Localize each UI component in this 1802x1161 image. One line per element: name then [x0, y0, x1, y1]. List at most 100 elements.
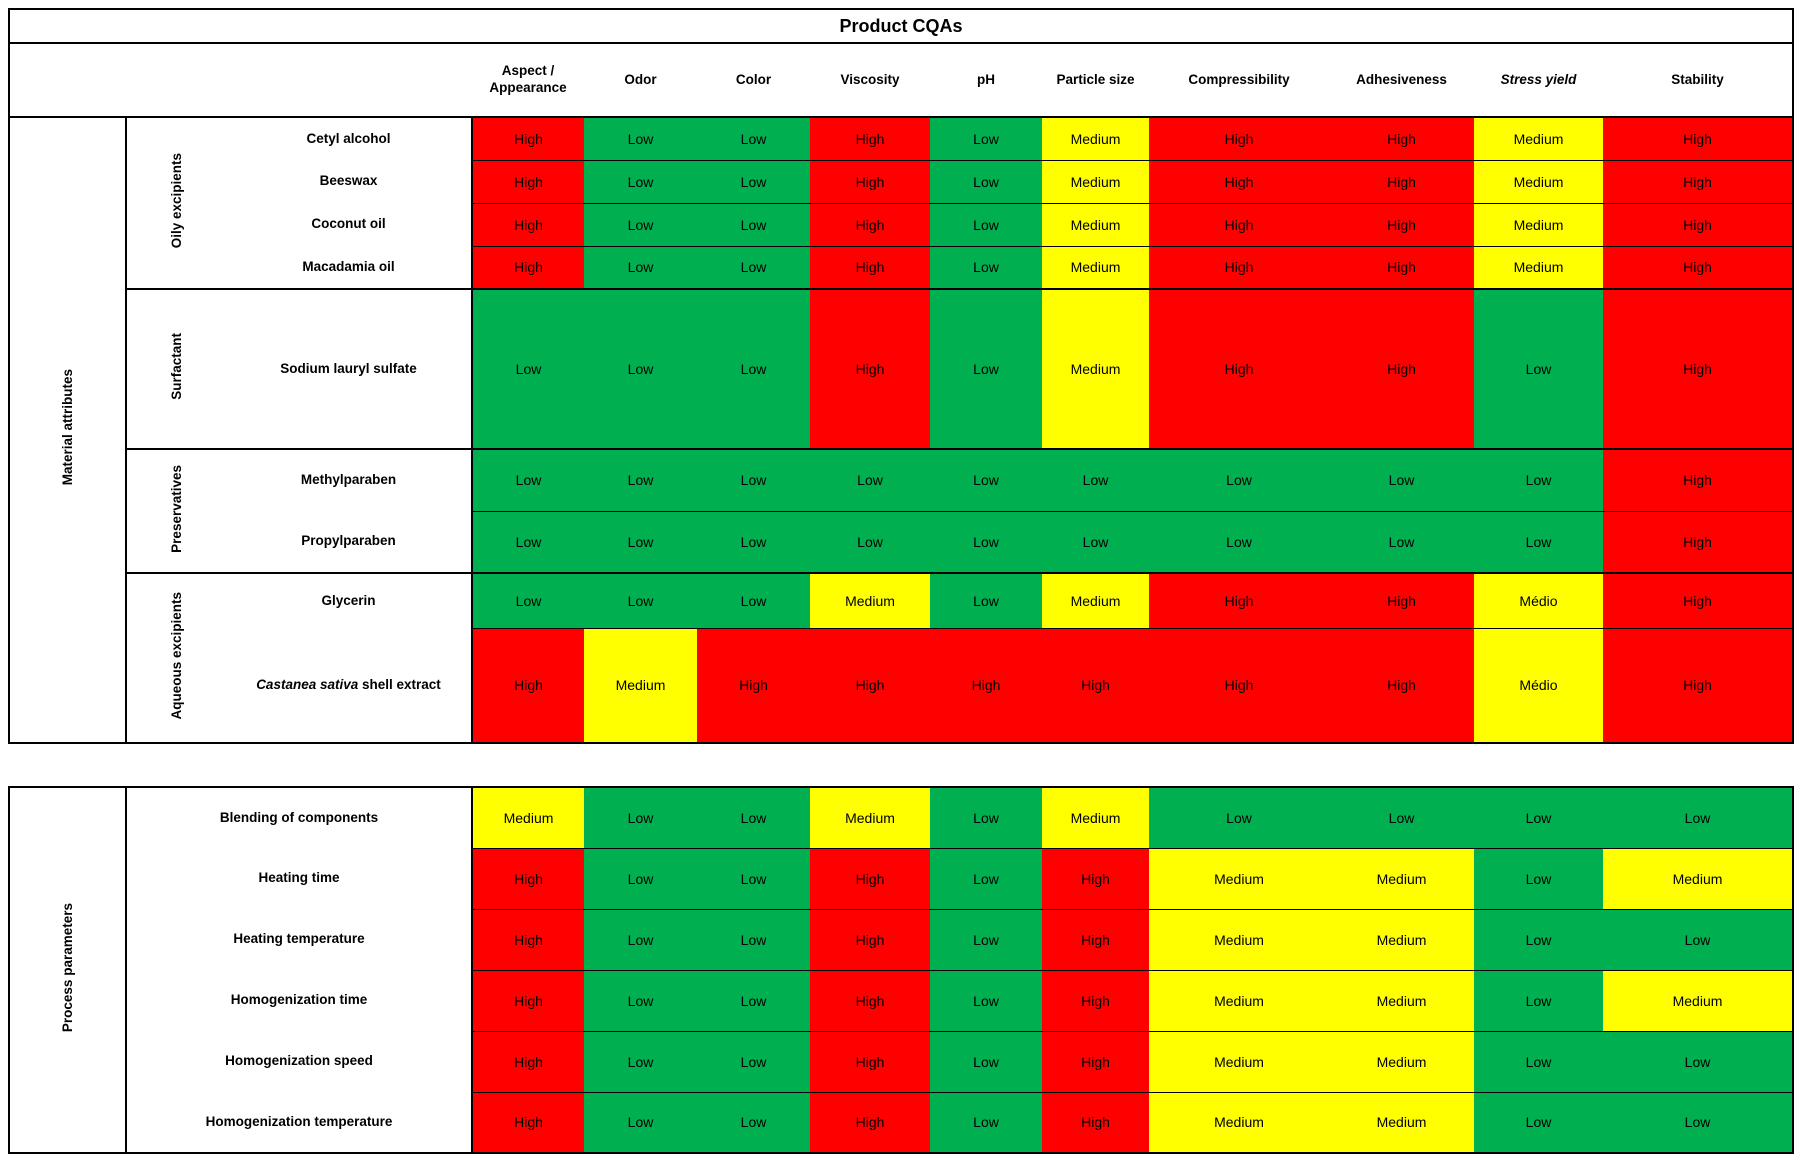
risk-cell: High: [472, 245, 584, 290]
risk-cell: Low: [584, 510, 697, 574]
risk-cell: High: [1329, 245, 1474, 290]
risk-cell: High: [1149, 572, 1329, 629]
column-header: Odor: [584, 43, 697, 118]
risk-cell: Low: [1329, 510, 1474, 574]
risk-cell: Medium: [1042, 116, 1149, 161]
risk-cell: High: [810, 1030, 930, 1093]
risk-cell: High: [472, 969, 584, 1032]
risk-cell: Low: [930, 288, 1042, 450]
risk-cell: High: [810, 969, 930, 1032]
risk-cell: High: [1149, 627, 1329, 744]
risk-cell: Medium: [1329, 1091, 1474, 1154]
row-label: Homogenization time: [126, 970, 473, 1031]
risk-cell: Low: [1603, 786, 1793, 849]
risk-cell: Low: [584, 116, 697, 161]
risk-cell: Low: [584, 202, 697, 247]
risk-cell: Low: [697, 969, 810, 1032]
risk-cell: Low: [584, 288, 697, 450]
risk-cell: Medium: [1149, 847, 1329, 910]
row-label: Glycerin: [226, 572, 473, 628]
risk-cell: High: [472, 908, 584, 971]
risk-cell: Low: [697, 1091, 810, 1154]
risk-cell: Low: [930, 847, 1042, 910]
column-header: Particle size: [1042, 43, 1149, 118]
row-label: Homogenization speed: [126, 1031, 473, 1092]
risk-cell: Medium: [1149, 1091, 1329, 1154]
risk-cell: Medium: [1042, 202, 1149, 247]
risk-cell: Medium: [584, 627, 697, 744]
risk-cell: High: [472, 1091, 584, 1154]
risk-cell: Low: [584, 908, 697, 971]
risk-cell: Low: [1474, 288, 1603, 450]
risk-cell: High: [810, 245, 930, 290]
risk-cell: High: [810, 116, 930, 161]
risk-cell: Low: [930, 245, 1042, 290]
risk-cell: High: [1149, 245, 1329, 290]
risk-cell: High: [472, 159, 584, 204]
row-label-part: Castanea sativa: [256, 676, 359, 692]
risk-cell: Low: [697, 572, 810, 629]
risk-cell: Low: [584, 1091, 697, 1154]
risk-cell: Medium: [1149, 1030, 1329, 1093]
risk-cell: Low: [1474, 847, 1603, 910]
risk-cell: Low: [1474, 908, 1603, 971]
section-label-text: Process parameters: [60, 902, 75, 1033]
risk-cell: High: [1603, 288, 1794, 450]
column-header: Viscosity: [810, 43, 930, 118]
row-label: Sodium lauryl sulfate: [226, 288, 473, 449]
risk-cell: Low: [1329, 786, 1474, 849]
risk-cell: High: [1603, 116, 1794, 161]
risk-cell: Low: [697, 510, 810, 574]
risk-cell: Low: [930, 969, 1042, 1032]
risk-cell: Médio: [1474, 572, 1603, 629]
risk-cell: Low: [930, 1091, 1042, 1154]
risk-cell: Low: [1474, 1091, 1603, 1154]
risk-cell: High: [1149, 116, 1329, 161]
risk-cell: Low: [1474, 510, 1603, 574]
risk-cell: Low: [930, 1030, 1042, 1093]
column-header: Stability: [1603, 43, 1794, 118]
risk-cell: High: [1149, 288, 1329, 450]
risk-cell: High: [472, 1030, 584, 1093]
risk-cell: Low: [697, 202, 810, 247]
risk-cell: Medium: [1329, 969, 1474, 1032]
risk-cell: High: [1149, 159, 1329, 204]
risk-cell: Low: [472, 288, 584, 450]
risk-cell: High: [1329, 288, 1474, 450]
risk-cell: Low: [1474, 448, 1603, 512]
risk-cell: Low: [1603, 1030, 1793, 1093]
row-label: Heating time: [126, 848, 473, 909]
risk-cell: Low: [697, 448, 810, 512]
row-label: Blending of components: [126, 787, 473, 848]
row-label: Castanea sativa shell extract: [226, 628, 473, 743]
risk-cell: Low: [697, 847, 810, 910]
row-label: Beeswax: [226, 160, 473, 203]
risk-cell: Low: [1329, 448, 1474, 512]
risk-cell: Medium: [1149, 969, 1329, 1032]
risk-cell: Low: [930, 572, 1042, 629]
risk-cell: Medium: [1603, 847, 1793, 910]
risk-cell: Low: [1149, 510, 1329, 574]
risk-cell: High: [810, 159, 930, 204]
risk-cell: Low: [1042, 448, 1149, 512]
column-header: Stress yield: [1474, 43, 1603, 118]
risk-cell: Medium: [1042, 786, 1149, 849]
risk-cell: Low: [472, 510, 584, 574]
header-corner: [9, 43, 472, 118]
risk-cell: High: [1042, 1091, 1149, 1154]
row-label: Cetyl alcohol: [226, 117, 473, 160]
risk-cell: Low: [930, 202, 1042, 247]
risk-cell: Low: [1474, 1030, 1603, 1093]
risk-cell: Low: [1149, 786, 1329, 849]
risk-cell: Low: [930, 448, 1042, 512]
risk-cell: Low: [1603, 1091, 1793, 1154]
risk-cell: High: [810, 847, 930, 910]
risk-cell: Low: [930, 786, 1042, 849]
risk-cell: High: [1042, 1030, 1149, 1093]
risk-cell: Low: [472, 448, 584, 512]
risk-cell: Low: [930, 116, 1042, 161]
section-label: Process parameters: [9, 787, 127, 1153]
risk-cell: Low: [697, 1030, 810, 1093]
risk-cell: Medium: [1329, 847, 1474, 910]
risk-cell: High: [1042, 969, 1149, 1032]
